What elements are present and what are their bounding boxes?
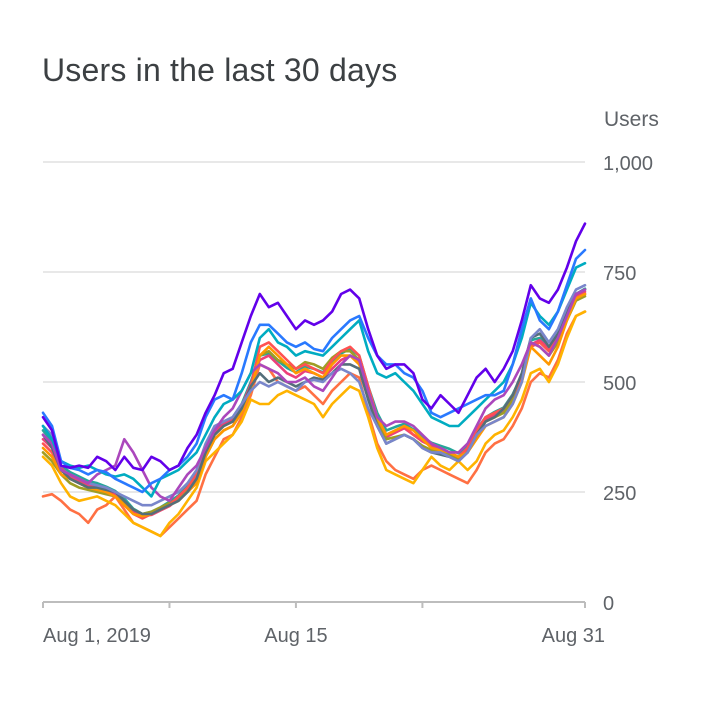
y-tick-label: 750 <box>603 263 636 285</box>
y-tick-label: 250 <box>603 483 636 505</box>
y-axis-label: Users <box>604 108 659 131</box>
series-line <box>41 288 587 516</box>
x-tick-label: Aug 15 <box>264 625 327 647</box>
series-line <box>41 288 587 503</box>
series-lines <box>41 222 587 538</box>
x-tick-label: Aug 31 <box>542 625 605 647</box>
y-tick-label: 500 <box>603 373 636 395</box>
y-tick-label: 0 <box>603 593 614 615</box>
axes: 0 250 500 750 1,000 Aug 1, 2019 Aug 15 Aug 31 <box>42 153 653 647</box>
series-line <box>41 287 587 516</box>
series-line <box>41 310 587 538</box>
series-line <box>41 222 587 472</box>
chart-title: Users in the last 30 days <box>42 52 398 88</box>
x-tick-label: Aug 1, 2019 <box>43 625 151 647</box>
series-line <box>41 283 587 507</box>
series-line <box>41 261 587 498</box>
series-line <box>41 248 587 494</box>
y-tick-label: 1,000 <box>603 153 653 175</box>
